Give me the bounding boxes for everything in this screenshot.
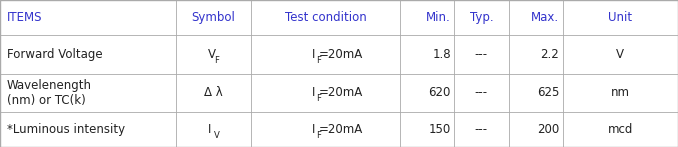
Text: ITEMS: ITEMS — [7, 11, 42, 24]
Text: Unit: Unit — [608, 11, 633, 24]
Text: 625: 625 — [537, 86, 559, 99]
Text: Min.: Min. — [426, 11, 451, 24]
Text: ---: --- — [475, 48, 488, 61]
Text: Forward Voltage: Forward Voltage — [7, 48, 102, 61]
Text: V: V — [208, 48, 216, 61]
Text: I: I — [312, 48, 315, 61]
Text: Δ λ: Δ λ — [204, 86, 223, 99]
Text: I: I — [312, 86, 315, 99]
Text: F: F — [316, 131, 321, 140]
Text: =20mA: =20mA — [319, 48, 363, 61]
Text: I: I — [312, 123, 315, 136]
Text: ---: --- — [475, 123, 488, 136]
Text: 200: 200 — [537, 123, 559, 136]
Text: Max.: Max. — [532, 11, 559, 24]
Text: 2.2: 2.2 — [540, 48, 559, 61]
Text: 620: 620 — [428, 86, 451, 99]
Text: F: F — [214, 56, 219, 65]
Text: V: V — [616, 48, 624, 61]
Text: F: F — [316, 94, 321, 103]
Text: Test condition: Test condition — [285, 11, 366, 24]
Text: 150: 150 — [428, 123, 451, 136]
Text: V: V — [214, 131, 220, 140]
Text: F: F — [316, 56, 321, 65]
Text: *Luminous intensity: *Luminous intensity — [7, 123, 125, 136]
Text: I: I — [208, 123, 212, 136]
Text: mcd: mcd — [607, 123, 633, 136]
Text: Wavelenength
(nm) or TC(k): Wavelenength (nm) or TC(k) — [7, 79, 92, 107]
Text: =20mA: =20mA — [319, 123, 363, 136]
Text: Symbol: Symbol — [192, 11, 235, 24]
Text: 1.8: 1.8 — [433, 48, 451, 61]
Text: nm: nm — [611, 86, 630, 99]
Text: =20mA: =20mA — [319, 86, 363, 99]
Text: Typ.: Typ. — [470, 11, 493, 24]
Text: ---: --- — [475, 86, 488, 99]
